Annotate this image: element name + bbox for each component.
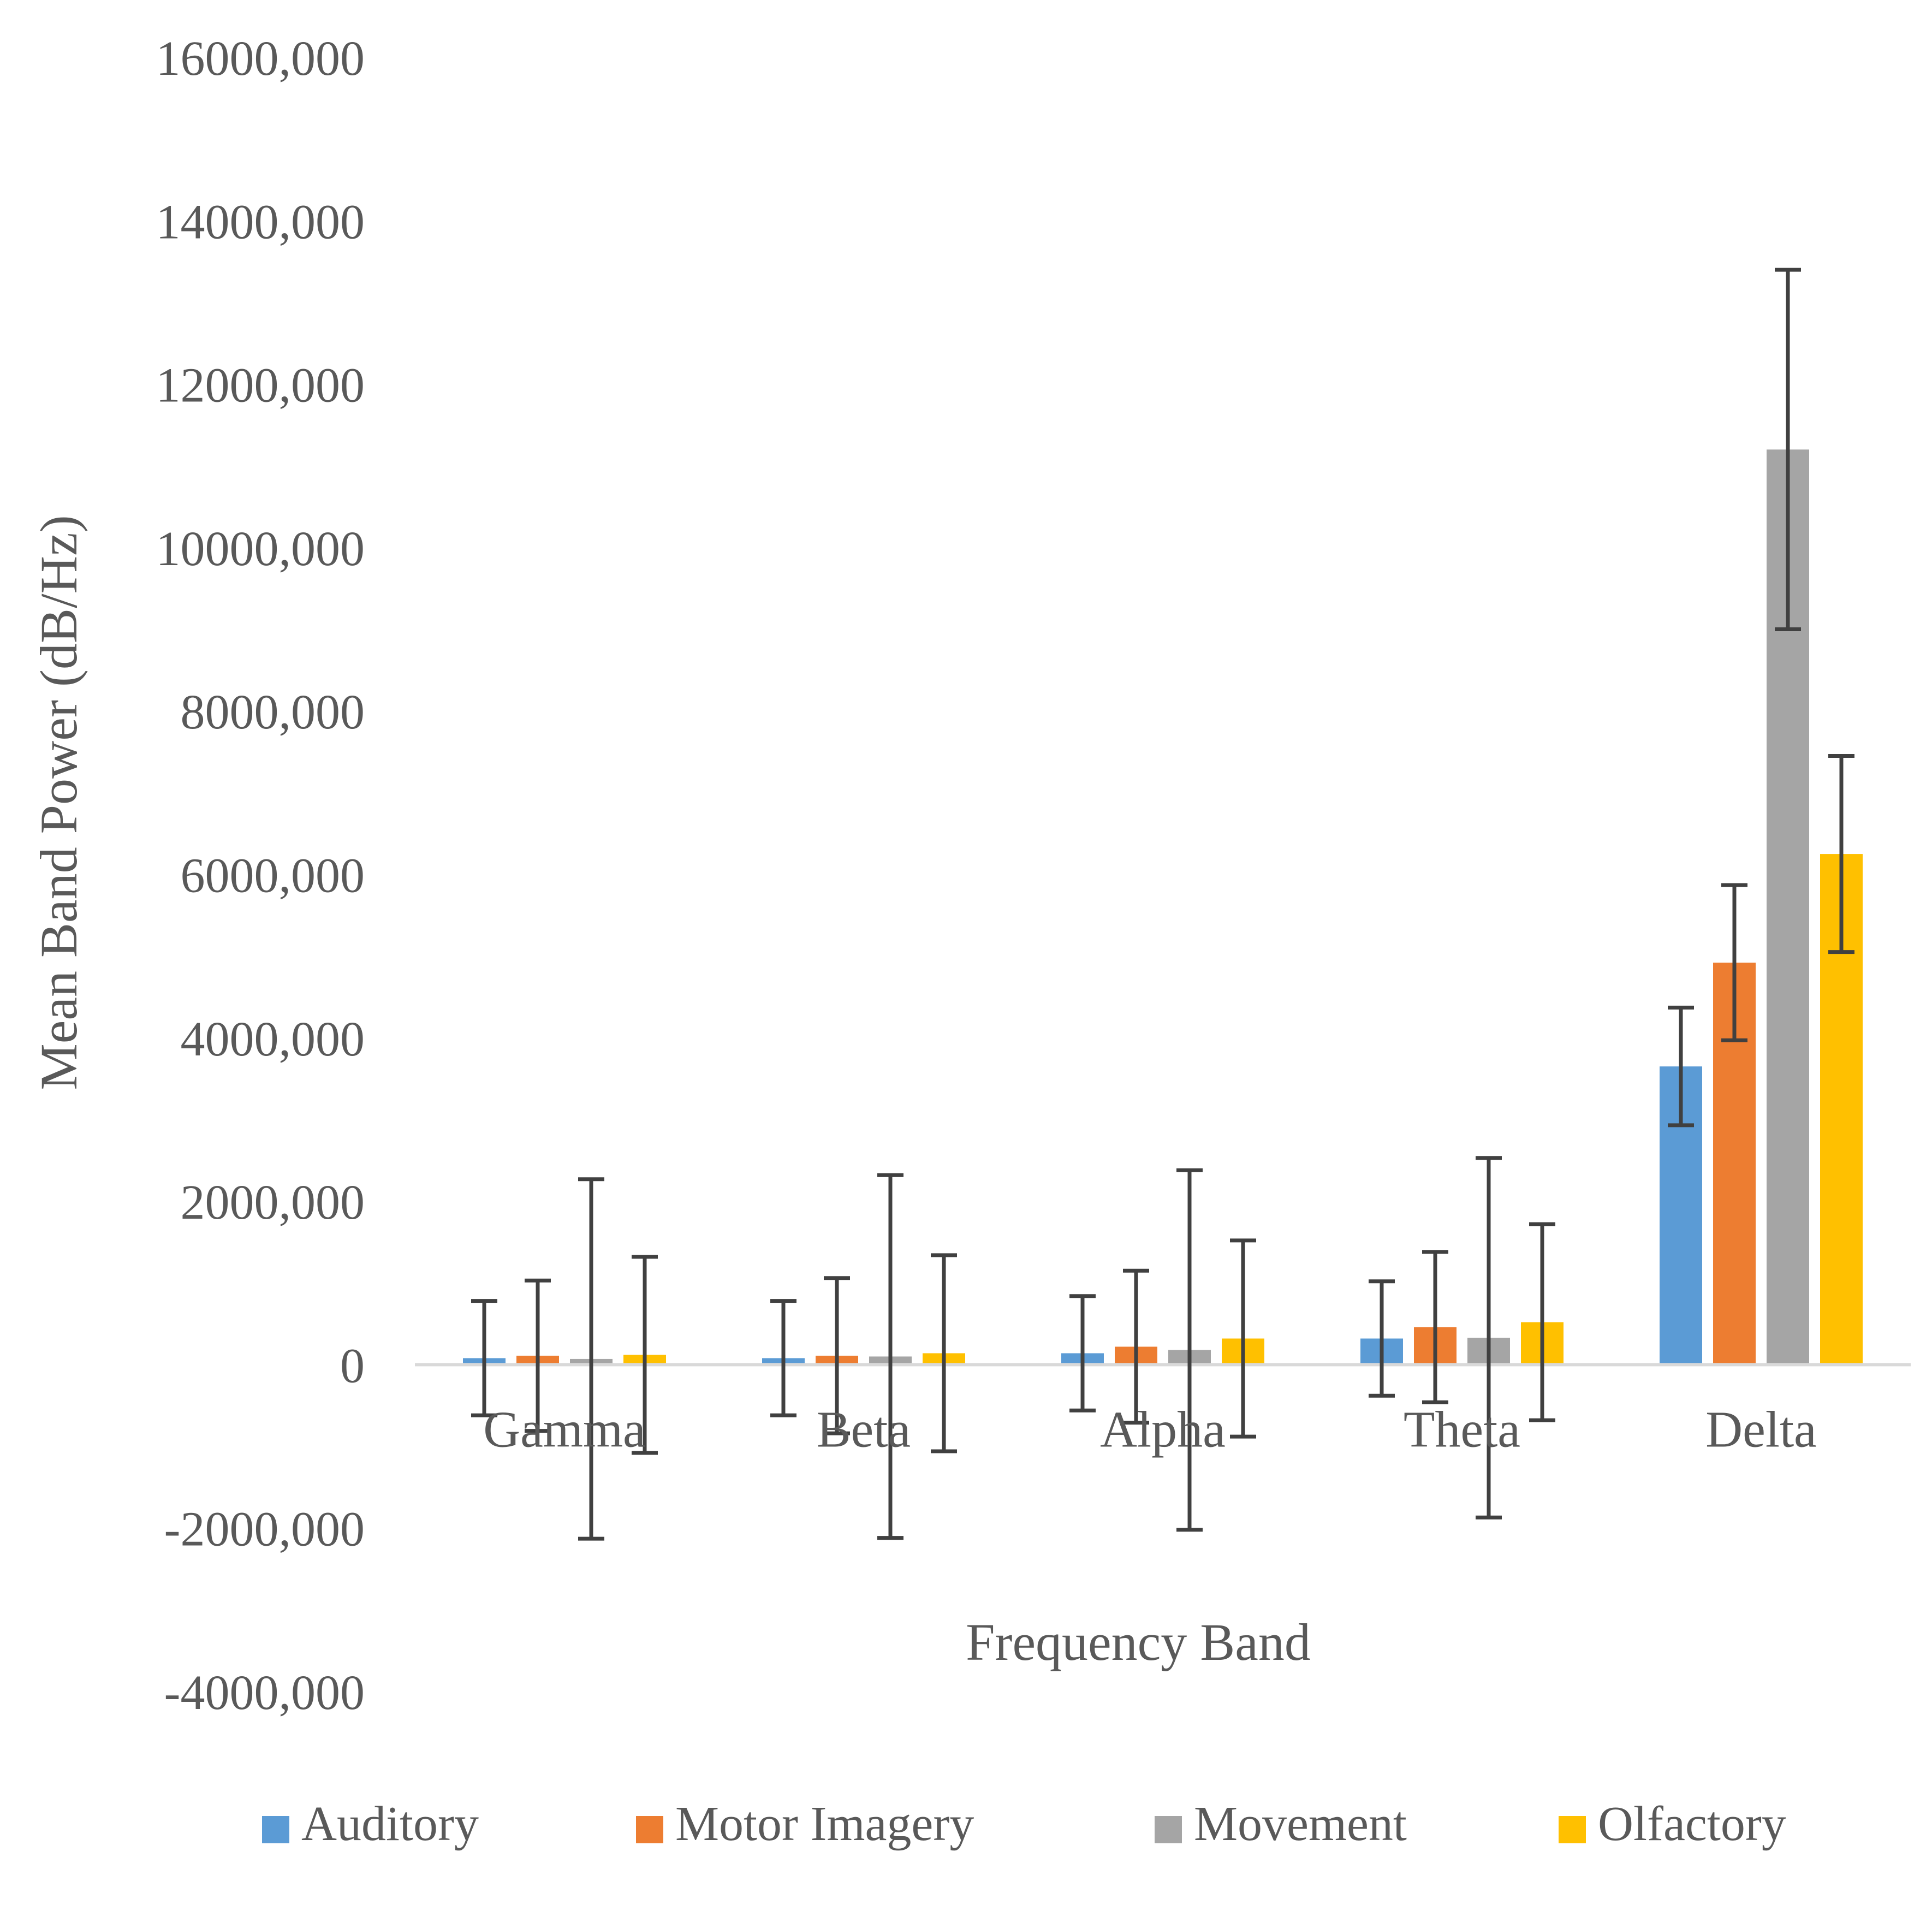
- y-tick-label: 8000,000: [181, 685, 365, 739]
- y-axis-title: Mean Band Power (dB/Hz): [29, 515, 88, 1090]
- error-bar-movement-beta: [877, 1173, 903, 1540]
- y-axis-ticks: 16000,000 14000,000 12000,000 10000,000 8000…: [156, 32, 365, 1720]
- legend-label: Olfactory: [1598, 1797, 1786, 1851]
- legend-swatch: [1559, 1816, 1586, 1843]
- error-bar-movement-theta: [1476, 1156, 1502, 1520]
- x-category-label: Beta: [817, 1401, 911, 1458]
- error-bar-olfactory-gamma: [632, 1255, 658, 1455]
- y-tick-label: 14000,000: [156, 195, 365, 249]
- legend-item-movement: Movement: [1155, 1797, 1407, 1851]
- error-bar-motor-imagery-alpha: [1123, 1268, 1149, 1425]
- legend-label: Motor Imagery: [675, 1797, 974, 1851]
- error-bar-motor-imagery-theta: [1422, 1250, 1448, 1404]
- error-bar-auditory-delta: [1668, 1005, 1694, 1127]
- legend-swatch: [262, 1816, 289, 1843]
- x-category-label: Theta: [1404, 1401, 1520, 1458]
- legend-label: Movement: [1194, 1797, 1407, 1851]
- error-bar-olfactory-delta: [1828, 754, 1854, 954]
- error-bar-olfactory-alpha: [1230, 1238, 1256, 1439]
- error-bar-movement-delta: [1775, 268, 1801, 632]
- y-tick-label: 0: [340, 1339, 365, 1393]
- x-axis-categories: Gamma Beta Alpha Theta Delta: [483, 1401, 1817, 1458]
- legend-swatch: [636, 1816, 663, 1843]
- error-bar-olfactory-theta: [1529, 1222, 1555, 1422]
- legend-item-olfactory: Olfactory: [1559, 1797, 1786, 1851]
- error-bar-auditory-beta: [770, 1299, 796, 1417]
- error-bar-auditory-theta: [1369, 1279, 1395, 1398]
- y-tick-label: -4000,000: [164, 1666, 365, 1720]
- x-axis-title: Frequency Band: [966, 1613, 1311, 1671]
- y-tick-label: 10000,000: [156, 522, 365, 576]
- error-bar-motor-imagery-beta: [824, 1276, 850, 1435]
- y-tick-label: 16000,000: [156, 32, 365, 86]
- x-category-label: Gamma: [483, 1401, 646, 1458]
- legend-label: Auditory: [301, 1797, 479, 1851]
- error-bar-auditory-alpha: [1069, 1294, 1096, 1413]
- y-tick-label: 6000,000: [181, 849, 365, 903]
- bars: [463, 449, 1863, 1365]
- x-category-label: Alpha: [1100, 1401, 1226, 1458]
- legend-swatch: [1155, 1816, 1182, 1843]
- y-tick-label: 12000,000: [156, 359, 365, 413]
- error-bar-motor-imagery-delta: [1721, 883, 1747, 1042]
- legend-item-auditory: Auditory: [262, 1797, 479, 1851]
- error-bar-motor-imagery-gamma: [525, 1278, 551, 1433]
- error-bar-auditory-gamma: [471, 1299, 497, 1417]
- x-category-label: Delta: [1705, 1401, 1817, 1458]
- y-tick-label: -2000,000: [164, 1503, 365, 1557]
- error-bar-movement-gamma: [578, 1177, 604, 1541]
- legend-item-motor-imagery: Motor Imagery: [636, 1797, 974, 1851]
- y-tick-label: 4000,000: [181, 1012, 365, 1066]
- error-bar-olfactory-beta: [931, 1253, 957, 1453]
- legend: Auditory Motor Imagery Movement Olfactory: [262, 1797, 1786, 1851]
- error-bars: [471, 268, 1854, 1541]
- y-tick-label: 2000,000: [181, 1176, 365, 1230]
- error-bar-movement-alpha: [1176, 1168, 1203, 1532]
